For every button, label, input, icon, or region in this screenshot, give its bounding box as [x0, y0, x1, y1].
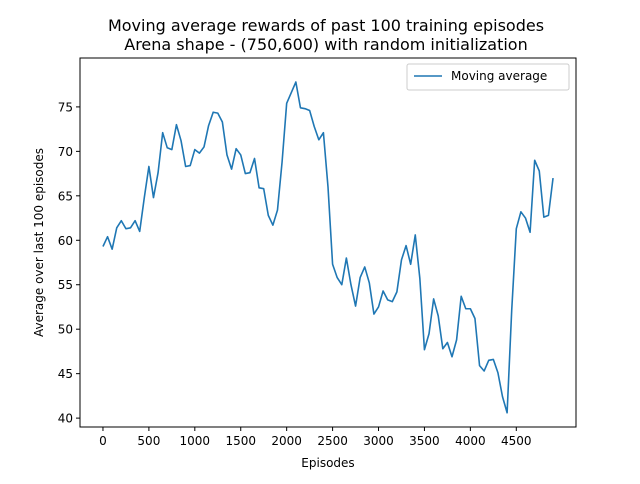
series-line-moving-average — [102, 81, 554, 414]
chart-title-line-2: Arena shape - (750,600) with random init… — [124, 35, 527, 54]
y-tick-label: 60 — [58, 234, 73, 248]
x-tick-label: 4500 — [501, 434, 532, 448]
x-tick-label: 3500 — [409, 434, 440, 448]
legend-box — [406, 63, 570, 91]
legend-label: Moving average — [451, 69, 547, 83]
x-tick-label: 1000 — [180, 434, 211, 448]
y-tick-label: 70 — [58, 145, 73, 159]
plot-series — [102, 81, 554, 414]
y-tick-label: 40 — [58, 412, 73, 426]
y-tick-label: 65 — [58, 189, 73, 203]
chart-title-line-1: Moving average rewards of past 100 train… — [108, 16, 544, 35]
plot-frame — [79, 57, 577, 428]
x-tick-label: 0 — [99, 434, 107, 448]
y-tick-label: 75 — [58, 100, 73, 114]
x-tick-label: 2000 — [271, 434, 302, 448]
x-axis-label: Episodes — [301, 456, 354, 470]
x-tick-label: 2500 — [317, 434, 348, 448]
axis-ticks: 0 500 1000 1500 2000 2500 3000 3500 4000 4500 40 45… — [58, 100, 532, 448]
y-axis-label: Average over last 100 episodes — [32, 148, 46, 337]
x-tick-label: 1500 — [225, 434, 256, 448]
y-tick-label: 45 — [58, 367, 73, 381]
x-tick-label: 500 — [137, 434, 160, 448]
y-tick-label: 50 — [58, 323, 73, 337]
x-tick-label: 4000 — [455, 434, 486, 448]
x-tick-label: 3000 — [363, 434, 394, 448]
legend: Moving average — [406, 63, 570, 91]
y-tick-label: 55 — [58, 278, 73, 292]
